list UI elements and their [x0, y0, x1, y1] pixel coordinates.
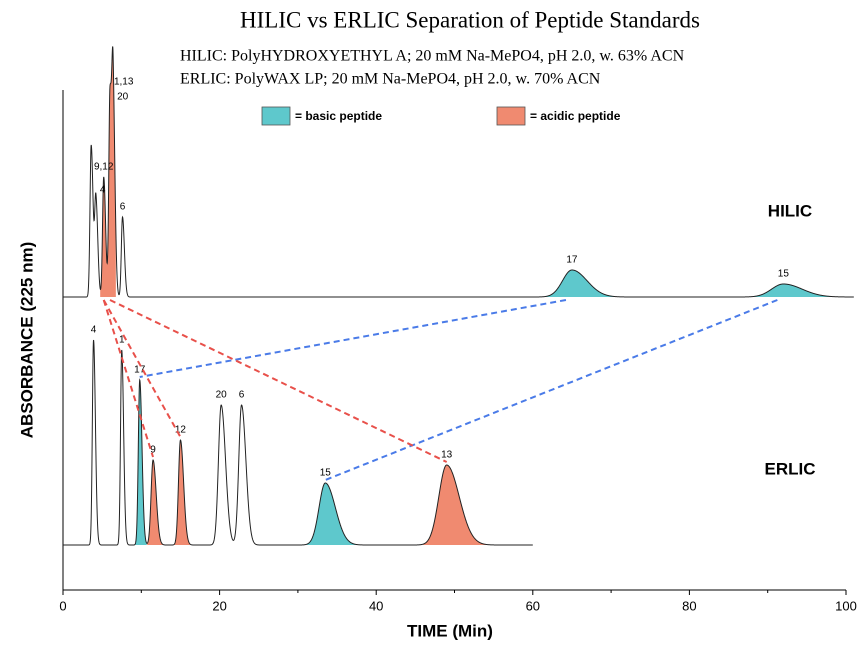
- legend-label: = acidic peptide: [530, 109, 621, 123]
- trace: [63, 46, 854, 298]
- subtitle: HILIC: PolyHYDROXYETHYL A; 20 mM Na-MePO…: [180, 48, 685, 65]
- peak-fill: [174, 440, 191, 545]
- peak-label: 1,13: [114, 77, 134, 88]
- x-tick-label: 100: [835, 598, 857, 613]
- peak-fill: [147, 460, 163, 545]
- peak-fill: [543, 270, 619, 297]
- x-tick-label: 40: [369, 598, 383, 613]
- peak-fill: [135, 380, 147, 545]
- x-tick-label: 60: [526, 598, 540, 613]
- legend-swatch: [261, 106, 291, 126]
- peak-fill: [423, 465, 486, 545]
- peak-label: 20: [117, 92, 129, 103]
- subtitle: ERLIC: PolyWAX LP; 20 mM Na-MePO4, pH 2.…: [180, 71, 601, 88]
- peak-label: 4: [91, 325, 97, 336]
- link-line: [102, 299, 154, 458]
- peak-fill: [306, 483, 357, 545]
- x-tick-label: 0: [59, 598, 66, 613]
- trace-label: HILIC: [768, 201, 812, 220]
- peak-fill: [748, 284, 843, 297]
- legend-swatch: [496, 106, 526, 126]
- trace: [63, 339, 533, 546]
- peak-label: 6: [120, 202, 126, 213]
- peak-label: 9,12: [94, 162, 114, 173]
- peak-label: 4: [100, 185, 106, 196]
- link-line: [109, 299, 448, 463]
- peak-label: 15: [320, 468, 332, 479]
- x-axis-label: TIME (Min): [407, 621, 493, 640]
- link-line: [324, 299, 778, 481]
- peak-label: 17: [134, 365, 146, 376]
- peak-label: 6: [239, 390, 245, 401]
- peak-label: 17: [566, 255, 578, 266]
- chart-title: HILIC vs ERLIC Separation of Peptide Sta…: [240, 7, 700, 32]
- link-line: [139, 299, 567, 378]
- peak-label: 13: [441, 450, 453, 461]
- peak-label: 1: [119, 335, 125, 346]
- link-line: [102, 299, 182, 438]
- legend-label: = basic peptide: [295, 109, 382, 123]
- peak-label: 9: [150, 445, 156, 456]
- peak-fill: [106, 46, 116, 298]
- y-axis-label: ABSORBANCE (225 nm): [17, 242, 36, 438]
- peak-label: 15: [778, 269, 790, 280]
- x-tick-label: 20: [212, 598, 226, 613]
- peak-label: 20: [216, 390, 228, 401]
- x-tick-label: 80: [682, 598, 696, 613]
- trace-label: ERLIC: [765, 459, 816, 478]
- peak-label: 12: [175, 425, 187, 436]
